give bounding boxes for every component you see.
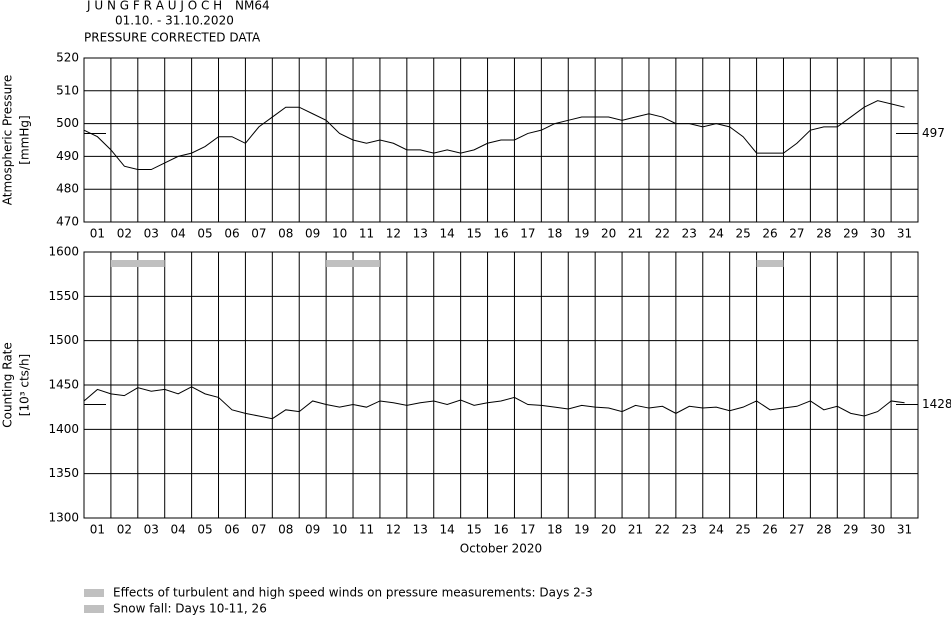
x-tick-label: 18 (547, 227, 562, 241)
x-tick-label: 16 (493, 523, 508, 537)
x-tick-label: 07 (251, 523, 266, 537)
x-tick-label: 30 (870, 523, 885, 537)
y-tick-label: 470 (56, 215, 79, 229)
x-tick-label: 16 (493, 227, 508, 241)
period: 01.10. - 31.10.2020 (115, 14, 234, 28)
y-axis-label: [10³ cts/h] (18, 354, 32, 416)
y-axis-label: Counting Rate (1, 342, 15, 428)
x-tick-label: 12 (386, 523, 401, 537)
x-tick-label: 30 (870, 227, 885, 241)
x-tick-label: 02 (117, 227, 132, 241)
highlight-bar (756, 260, 784, 267)
x-tick-label: 26 (762, 227, 777, 241)
x-tick-label: 07 (251, 227, 266, 241)
x-tick-label: 03 (144, 523, 159, 537)
data-line (83, 386, 905, 420)
highlight-bar (326, 260, 380, 267)
x-tick-label: 21 (628, 227, 643, 241)
x-tick-label: 19 (574, 523, 589, 537)
x-tick-label: 29 (843, 523, 858, 537)
x-tick-label: 27 (789, 227, 804, 241)
note-swatch (84, 605, 104, 613)
x-tick-label: 11 (359, 227, 374, 241)
x-tick-label: 19 (574, 227, 589, 241)
y-tick-label: 480 (56, 182, 79, 196)
x-tick-label: 23 (682, 227, 697, 241)
highlight-bar (110, 260, 165, 267)
x-tick-label: 20 (601, 227, 616, 241)
x-tick-label: 22 (655, 227, 670, 241)
x-tick-label: 31 (897, 523, 912, 537)
x-tick-label: 13 (413, 227, 428, 241)
x-tick-label: 17 (520, 227, 535, 241)
x-tick-label: 22 (655, 523, 670, 537)
x-tick-label: 11 (359, 523, 374, 537)
x-tick-label: 25 (735, 227, 750, 241)
x-tick-label: 02 (117, 523, 132, 537)
x-tick-label: 10 (332, 227, 347, 241)
y-axis-label: Atmospheric Pressure (1, 75, 15, 206)
y-tick-label: 1400 (48, 422, 79, 436)
x-tick-label: 04 (171, 523, 186, 537)
x-tick-label: 03 (144, 227, 159, 241)
x-tick-label: 12 (386, 227, 401, 241)
x-tick-label: 15 (466, 523, 481, 537)
y-tick-label: 1450 (48, 378, 79, 392)
x-tick-label: 08 (278, 523, 293, 537)
x-tick-label: 24 (709, 227, 724, 241)
note-swatch (84, 589, 104, 597)
subtitle: PRESSURE CORRECTED DATA (84, 31, 261, 45)
x-tick-label: 05 (197, 227, 212, 241)
x-tick-label: 04 (171, 227, 186, 241)
y-tick-label: 1500 (48, 333, 79, 347)
note-text: Snow fall: Days 10-11, 26 (113, 602, 267, 616)
note-text: Effects of turbulent and high speed wind… (113, 586, 593, 600)
x-tick-label: 13 (413, 523, 428, 537)
detector: NM64 (235, 0, 270, 13)
x-tick-label: 26 (762, 523, 777, 537)
x-tick-label: 06 (224, 227, 239, 241)
x-tick-label: 31 (897, 227, 912, 241)
x-tick-label: 29 (843, 227, 858, 241)
x-tick-label: 28 (816, 523, 831, 537)
x-tick-label: 09 (305, 523, 320, 537)
x-tick-label: 17 (520, 523, 535, 537)
x-tick-label: 14 (440, 227, 455, 241)
data-line (83, 100, 905, 171)
y-tick-label: 1300 (48, 511, 79, 525)
x-tick-label: 05 (197, 523, 212, 537)
x-tick-label: 14 (440, 523, 455, 537)
x-tick-label: 01 (90, 523, 105, 537)
x-tick-label: 23 (682, 523, 697, 537)
y-tick-label: 500 (56, 116, 79, 130)
y-tick-label: 490 (56, 149, 79, 163)
y-tick-label: 1350 (48, 466, 79, 480)
x-tick-label: 08 (278, 227, 293, 241)
x-tick-label: 10 (332, 523, 347, 537)
x-tick-label: 20 (601, 523, 616, 537)
x-tick-label: 06 (224, 523, 239, 537)
x-axis-label: October 2020 (460, 542, 542, 556)
y-tick-label: 1550 (48, 289, 79, 303)
y-tick-label: 1600 (48, 245, 79, 259)
x-tick-label: 24 (709, 523, 724, 537)
y-tick-label: 510 (56, 83, 79, 97)
x-tick-label: 27 (789, 523, 804, 537)
station: J U N G F R A U J O C H (86, 0, 222, 13)
x-tick-label: 25 (735, 523, 750, 537)
x-tick-label: 09 (305, 227, 320, 241)
y-tick-label: 520 (56, 51, 79, 65)
x-tick-label: 01 (90, 227, 105, 241)
y-axis-label: [mmHg] (18, 115, 32, 164)
x-tick-label: 18 (547, 523, 562, 537)
x-tick-label: 28 (816, 227, 831, 241)
reference-label: 497 (922, 126, 945, 140)
x-tick-label: 15 (466, 227, 481, 241)
x-tick-label: 21 (628, 523, 643, 537)
reference-label: 1428 (922, 397, 951, 411)
